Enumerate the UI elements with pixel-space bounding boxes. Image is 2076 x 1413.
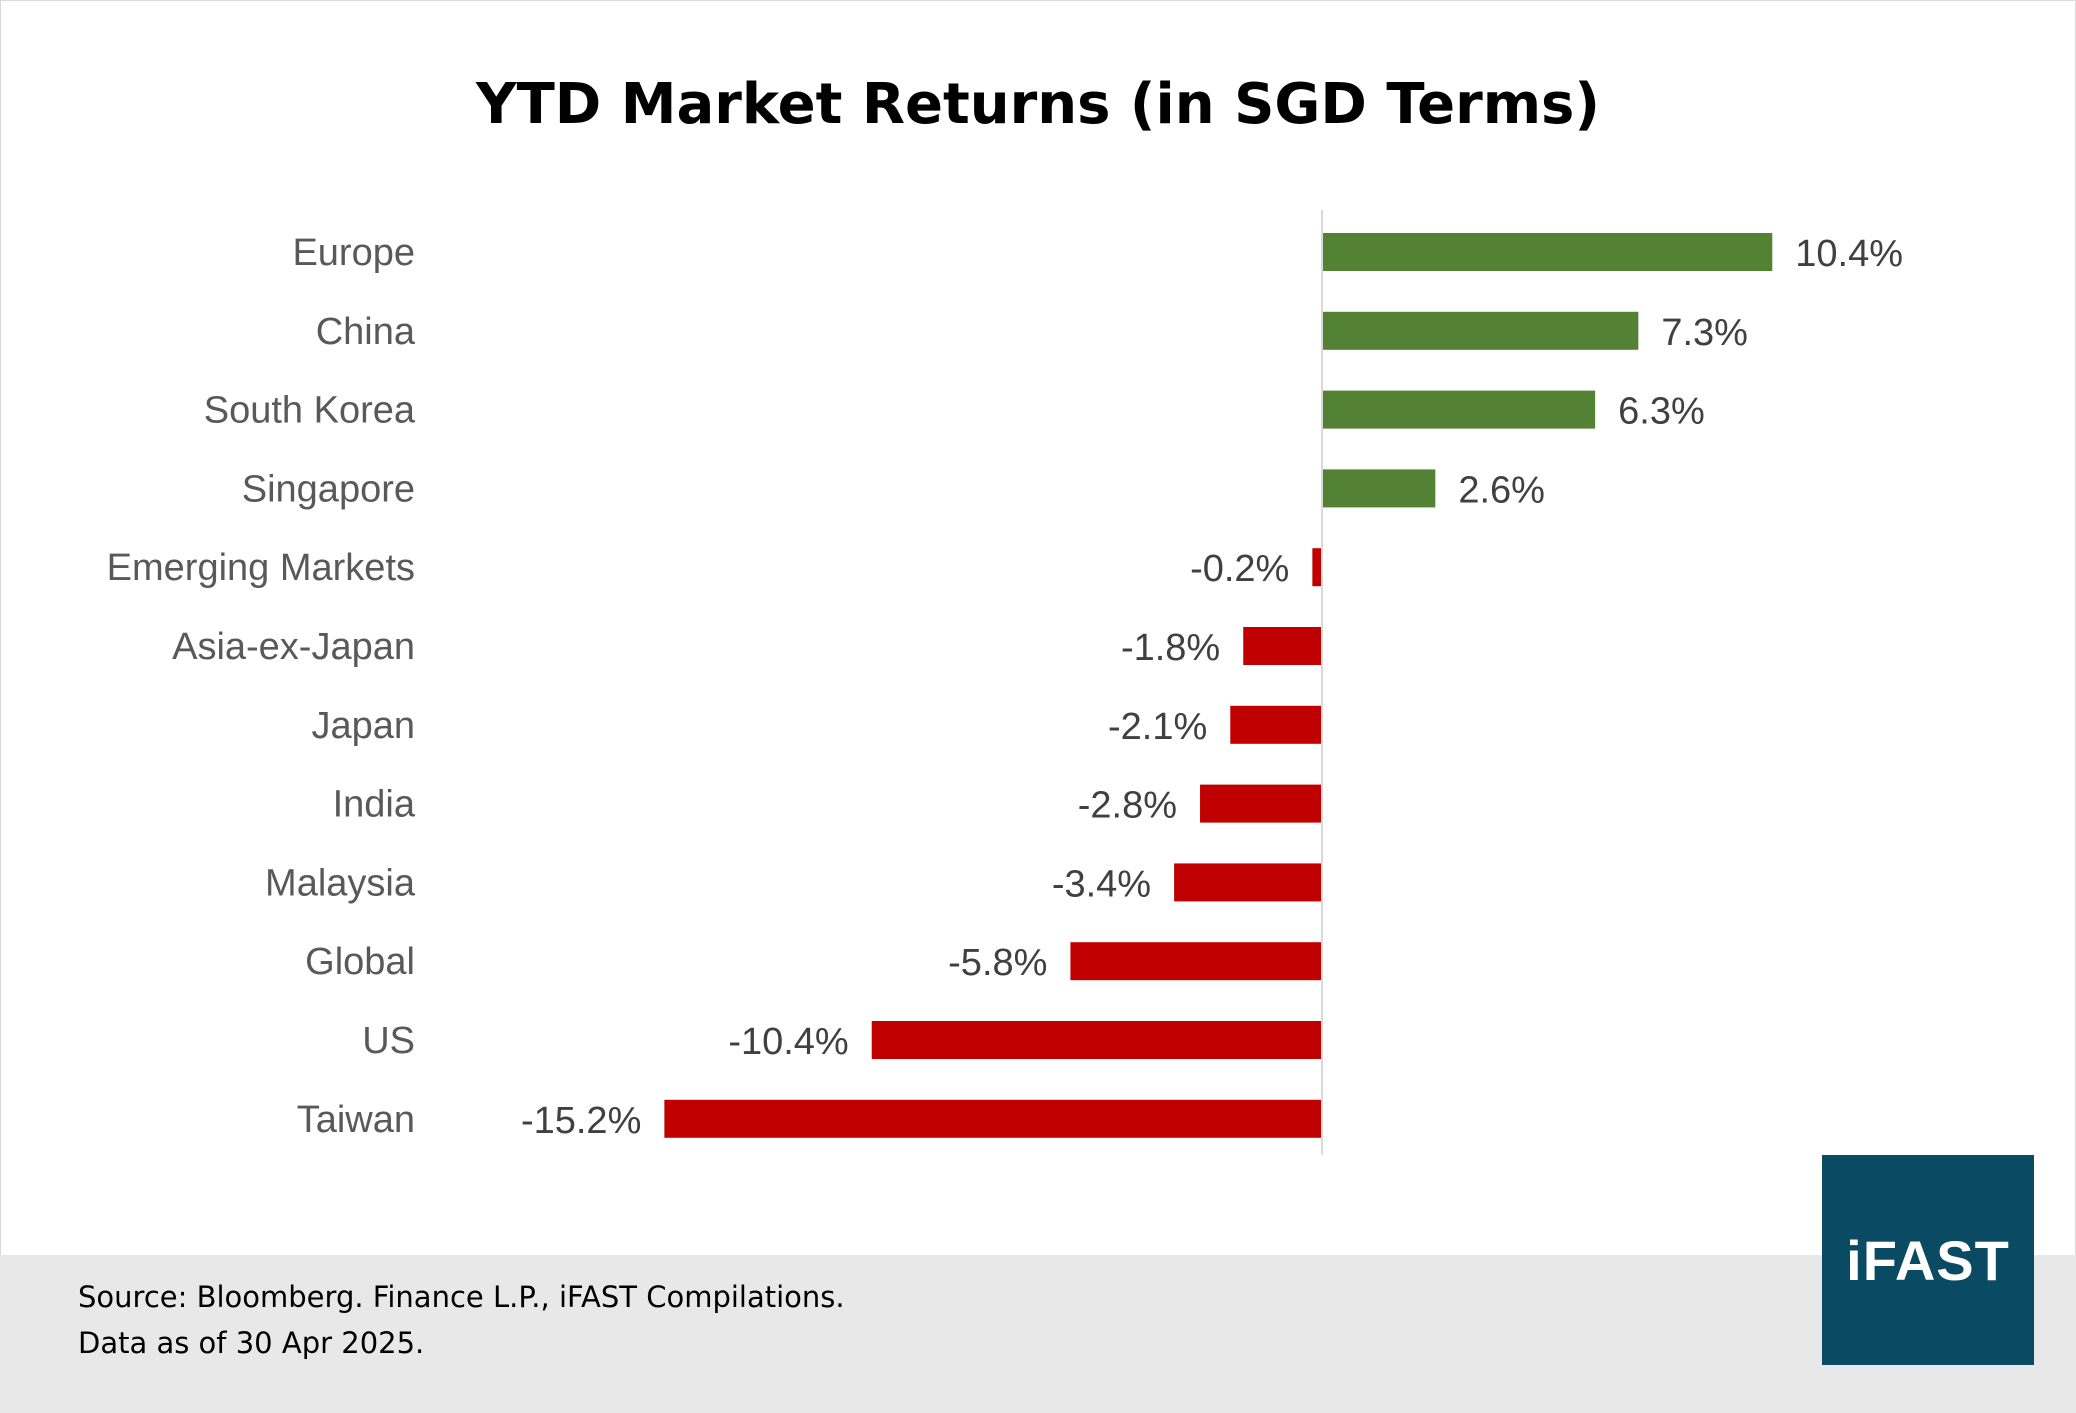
bar-us [871,1021,1321,1059]
data-label: 6.3% [1618,391,1705,433]
category-label: US [362,1020,415,1062]
bar-taiwan [664,1099,1321,1138]
category-label: Europe [292,232,415,274]
data-label: -3.4% [1052,863,1151,905]
data-date-note: Data as of 30 Apr 2025. [78,1326,425,1360]
data-label: -0.2% [1190,548,1289,590]
category-label: Singapore [242,468,415,510]
data-label: 10.4% [1795,233,1903,275]
category-label: Global [305,941,415,983]
bar-asia-ex-japan [1243,627,1321,665]
category-label: Asia-ex-Japan [172,626,415,668]
data-label: 2.6% [1458,469,1545,511]
data-label: -5.8% [948,942,1047,984]
data-label: 7.3% [1661,312,1748,354]
bar-india [1200,784,1321,823]
bar-south-korea [1323,390,1596,429]
ifast-logo: iFAST [1822,1155,2034,1365]
bar-europe [1323,233,1773,271]
category-label: Emerging Markets [107,547,415,589]
source-note: Source: Bloomberg. Finance L.P., iFAST C… [78,1280,845,1314]
category-label: Taiwan [297,1099,415,1141]
data-label: -10.4% [728,1021,848,1063]
data-label: -15.2% [521,1100,641,1142]
data-label: -2.8% [1078,785,1177,827]
bar-singapore [1323,469,1436,508]
bar-emerging-markets [1312,548,1321,587]
bar-japan [1230,705,1321,744]
data-label: -2.1% [1108,706,1207,748]
logo-text: iFAST [1846,1228,2010,1292]
bar-china [1323,311,1639,350]
bar-global [1070,942,1321,981]
category-label: India [333,784,416,826]
category-label: Japan [311,705,415,747]
data-label: -1.8% [1121,627,1220,669]
category-label: Malaysia [265,862,416,904]
category-label: South Korea [204,390,416,432]
category-label: China [316,311,416,353]
chart-title: YTD Market Returns (in SGD Terms) [476,72,1600,137]
bar-malaysia [1174,863,1321,902]
footer-band [0,1255,2076,1413]
